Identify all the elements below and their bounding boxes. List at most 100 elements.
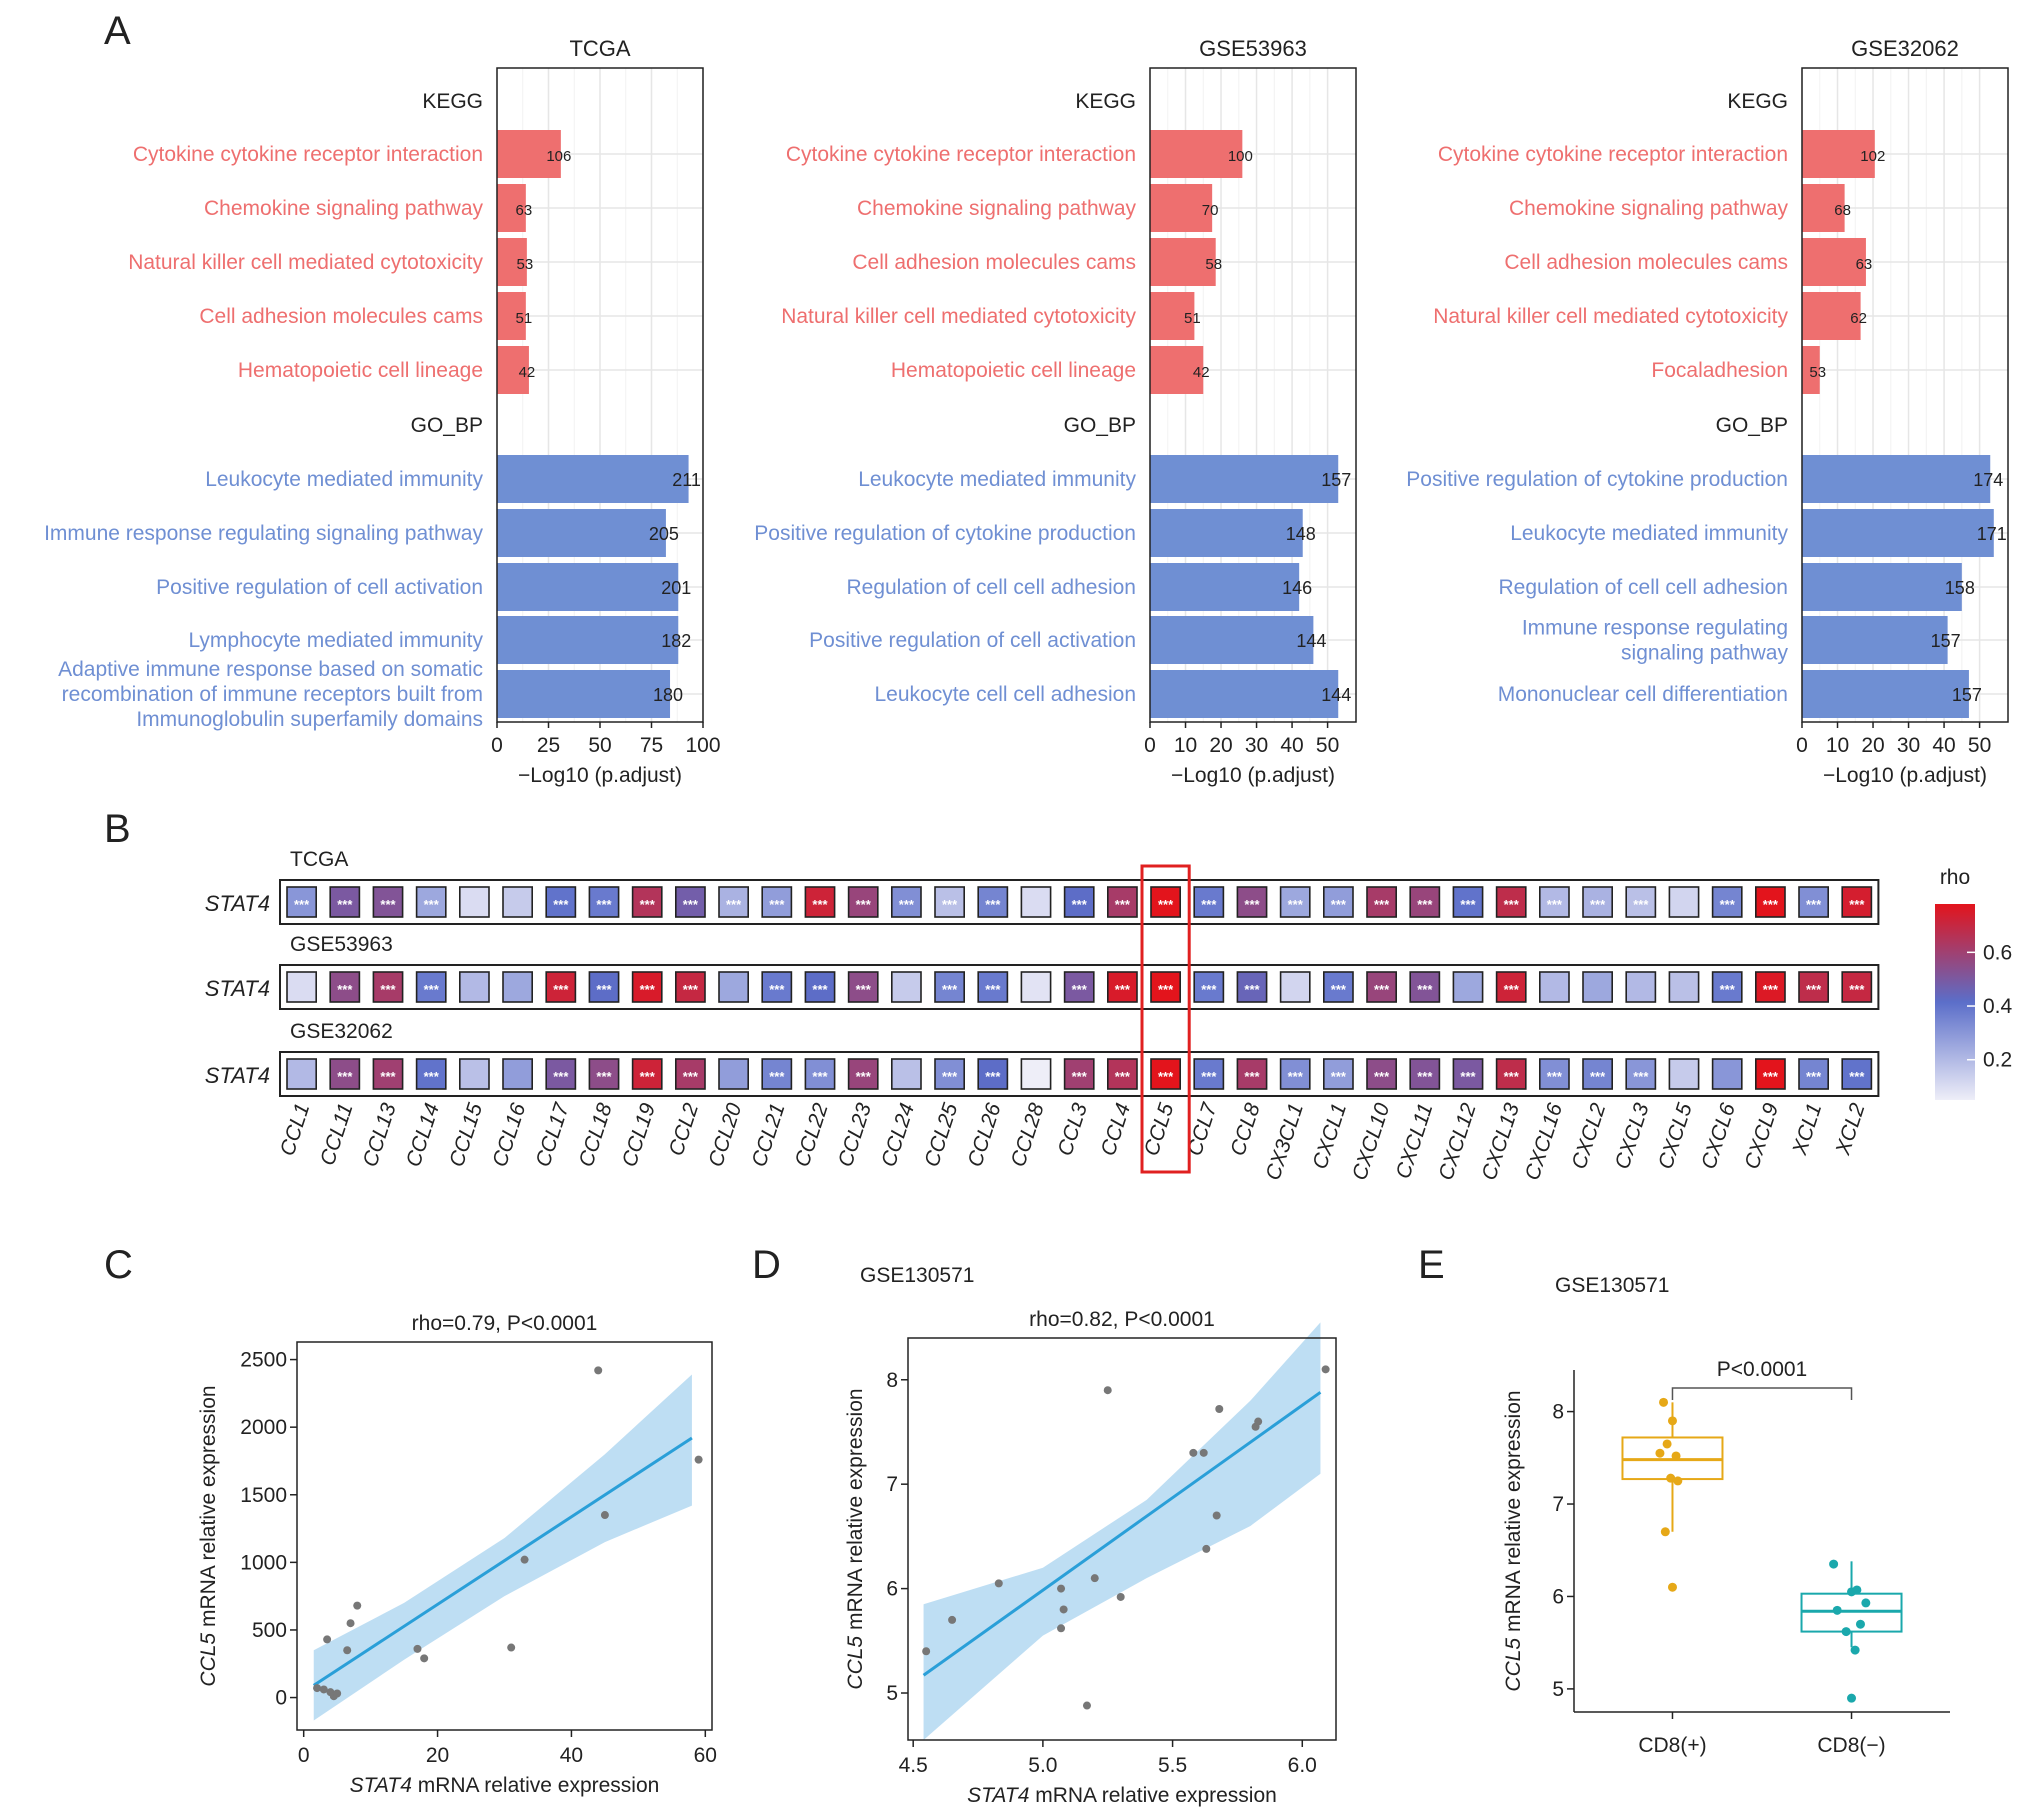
significance-stars: *** [1158,897,1174,912]
heatmap-cell [804,886,836,918]
column-label: CXCL5 [1654,1100,1697,1172]
heatmap-cell [934,886,966,918]
bar [1150,670,1339,718]
heatmap-cell [1711,886,1743,918]
bar [1802,563,1962,611]
significance-stars: *** [1244,897,1260,912]
bar-count: 106 [546,148,571,165]
bar [1150,130,1243,178]
significance-stars: *** [1806,1069,1822,1084]
significance-stars: *** [424,1069,440,1084]
group-label-gobp: GO_BP [1716,414,1788,437]
data-point [507,1643,516,1652]
significance-stars: *** [640,982,656,997]
term-label: Cell adhesion molecules cams [199,305,483,328]
heatmap-cell [674,886,706,918]
significance-stars: *** [1763,982,1779,997]
heatmap-cell [804,1058,836,1090]
bar [1802,238,1866,286]
significance-bracket [1671,1387,1853,1400]
heatmap-cell [588,971,620,1003]
heatmap-cell [890,971,922,1003]
data-point [1103,1386,1112,1395]
panel-d: GSE130571 rho=0.82, P<0.0001 4.5 5.0 5.5 6.0 5… [844,1264,1337,1807]
column-label: CCL20 [704,1100,746,1170]
data-point [1202,1544,1211,1553]
x-tick-label: CD8(−) [1817,1734,1885,1757]
significance-stars: *** [1374,982,1390,997]
term-label: Leukocyte cell cell adhesion [875,683,1137,706]
heatmap-cell [1236,1058,1268,1090]
plot-frame [907,1337,1337,1741]
term-label: Positive regulation of cytokine producti… [1406,468,1788,491]
x-axis-label: −Log10 (p.adjust) [1823,764,1987,787]
data-point [1667,1416,1677,1426]
legend-tick-label: 0.6 [1983,941,2012,964]
heatmap-cell [804,971,836,1003]
x-axis-label: STAT4 mRNA relative expression [350,1774,660,1797]
heatmap-cell [631,886,663,918]
data-point [1829,1559,1839,1569]
bar-count: 51 [1184,310,1201,327]
significance-stars: *** [1158,1069,1174,1084]
bar-count: 146 [1282,578,1312,598]
data-point [922,1647,931,1656]
heatmap-cell [718,886,750,918]
column-label: CXCL13 [1478,1100,1525,1183]
bar-count: 201 [661,578,691,598]
significance-stars: *** [942,982,958,997]
bar-count: 62 [1850,310,1867,327]
significance-stars: *** [1072,897,1088,912]
data-point [1666,1473,1676,1483]
data-point [1850,1645,1860,1655]
heatmap-cell [1279,886,1311,918]
significance-stars: *** [985,897,1001,912]
heatmap-cell [1323,1058,1354,1090]
y-tick-label: 8 [1552,1401,1564,1424]
significance-stars: *** [1460,1069,1476,1084]
term-label: Immune response regulating signaling pat… [44,522,483,545]
column-label: CCL14 [402,1100,444,1169]
heatmap-cell [1452,886,1484,918]
heatmap-row-title: GSE53963 [290,933,393,956]
bar [1802,616,1948,664]
heatmap-cell [1711,971,1743,1003]
heatmap-cell [1020,886,1052,918]
data-point [343,1646,352,1655]
x-tick-label: 40 [560,1744,583,1767]
significance-stars: *** [1201,897,1217,912]
data-point [333,1689,342,1698]
significance-stars: *** [985,982,1001,997]
significance-stars: *** [1849,1069,1865,1084]
term-label: Focaladhesion [1651,359,1788,382]
column-label: CXCL3 [1611,1100,1654,1172]
column-label: CCL25 [920,1100,962,1170]
heatmap-cell [1366,971,1398,1003]
data-point [1199,1448,1208,1457]
term-label: Lymphocyte mediated immunity [188,629,483,652]
panel-stats-title: rho=0.82, P<0.0001 [1029,1308,1215,1331]
heatmap-cell [631,1058,663,1090]
term-label: Cell adhesion molecules cams [852,251,1136,274]
heatmap-cell [458,971,490,1003]
significance-stars: *** [856,1069,872,1084]
column-label: CCL21 [747,1100,789,1169]
bar-count: 157 [1952,685,1982,705]
significance-stars: *** [1763,897,1779,912]
significance-stars: *** [1244,982,1260,997]
bar [1150,455,1339,503]
bar-count: 100 [1228,148,1253,165]
enrichment-chart-1: TCGA KEGG GO_BP 106 Cytokine cytokine recept… [44,36,720,787]
significance-stars: *** [1288,897,1304,912]
data-point [520,1555,529,1564]
regression-line [312,1436,693,1687]
data-point [1667,1582,1677,1592]
heatmap-cell [977,886,1009,918]
panel-stats-title: rho=0.79, P<0.0001 [412,1312,598,1335]
heatmap-cell [1495,1058,1527,1090]
panel-letter-c: C [104,1243,133,1287]
panel-letter-b: B [104,807,131,851]
bar-count: 70 [1202,202,1219,219]
heatmap-cell [1495,886,1527,918]
y-axis-text: mRNA relative expression [844,1388,867,1635]
